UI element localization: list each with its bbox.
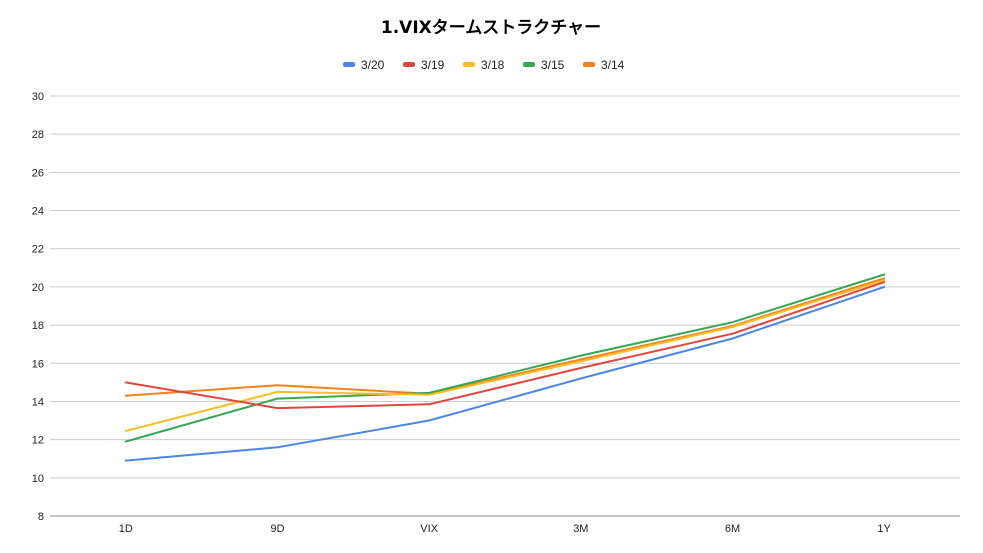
y-tick-label: 18 [32,320,44,332]
legend-item[interactable]: 3/20 [343,58,385,72]
legend-label: 3/15 [541,58,565,72]
y-tick-label: 8 [38,511,44,523]
legend-label: 3/14 [601,58,625,72]
x-tick-label: 6M [725,523,740,535]
y-tick-label: 12 [32,435,44,447]
x-tick-label: VIX [420,523,438,535]
y-axis: 8 10 12 14 16 18 20 22 24 26 28 30 [32,91,44,523]
y-tick-label: 22 [32,244,44,256]
y-tick-label: 10 [32,473,44,485]
legend-item[interactable]: 3/19 [403,58,445,72]
x-tick-label: 1Y [877,523,891,535]
y-tick-label: 14 [32,396,44,408]
y-tick-label: 28 [32,129,44,141]
legend-swatch [343,62,355,67]
legend-item[interactable]: 3/18 [463,58,505,72]
y-tick-label: 24 [32,206,44,218]
y-tick-label: 26 [32,167,44,179]
y-tick-label: 20 [32,282,44,294]
y-tick-label: 30 [32,91,44,103]
series-line-3-15 [124,273,886,443]
gridlines [50,95,960,517]
legend: 3/20 3/19 3/18 3/15 3/14 [343,58,625,72]
series-line-3-19 [124,281,886,410]
legend-swatch [463,62,475,67]
x-axis: 1D 9D VIX 3M 6M 1Y [119,523,892,535]
legend-label: 3/20 [361,58,385,72]
x-tick-label: 9D [270,523,284,535]
legend-label: 3/19 [421,58,445,72]
series-line-3-18 [124,279,886,432]
series-lines [124,273,886,462]
y-tick-label: 16 [32,358,44,370]
legend-swatch [403,62,415,67]
x-tick-label: 3M [573,523,588,535]
series-line-3-20 [124,285,886,462]
legend-item[interactable]: 3/14 [583,58,625,72]
series-line-3-14 [124,277,886,397]
chart-title: 1.VIXタームストラクチャー [381,18,601,38]
legend-label: 3/18 [481,58,505,72]
legend-swatch [523,62,535,67]
legend-item[interactable]: 3/15 [523,58,565,72]
legend-swatch [583,62,595,67]
x-tick-label: 1D [119,523,133,535]
